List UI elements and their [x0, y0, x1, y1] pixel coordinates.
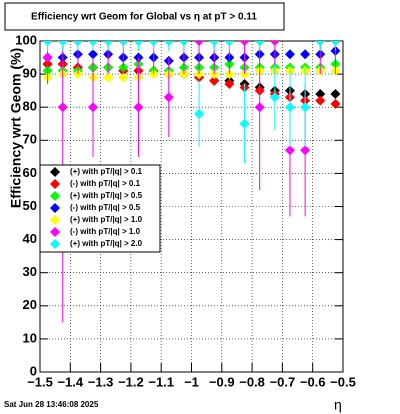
legend-marker [50, 203, 60, 213]
title-box [4, 2, 285, 31]
point [148, 41, 159, 46]
point [209, 41, 220, 46]
x-tick-label: −1.5 [27, 374, 53, 389]
point [88, 49, 99, 60]
point [163, 41, 174, 46]
legend-label: (-) with pT/|q| > 0.1 [70, 179, 141, 188]
legend-marker [50, 215, 60, 225]
timestamp: Sat Jun 28 13:46:08 2025 [4, 400, 99, 409]
point [72, 41, 83, 46]
legend-marker [50, 167, 60, 177]
point [194, 41, 205, 46]
point [118, 41, 129, 46]
point [88, 41, 99, 46]
point [42, 52, 53, 63]
y-tick-label: 80 [23, 99, 37, 114]
point [284, 49, 295, 60]
legend-label: (+) with pT/|q| > 2.0 [70, 239, 143, 248]
x-tick-label: −0.5 [330, 374, 356, 389]
point [254, 102, 265, 113]
point [209, 75, 220, 86]
point [330, 41, 341, 46]
point [330, 88, 341, 99]
legend-marker [50, 179, 60, 189]
point [133, 102, 144, 113]
y-tick-label: 60 [23, 165, 37, 180]
x-tick-label: −1.1 [148, 374, 174, 389]
x-tick-label: −1.4 [57, 374, 83, 389]
point [284, 102, 295, 113]
point [284, 145, 295, 156]
point [224, 41, 235, 46]
point [194, 108, 205, 119]
legend-marker [50, 239, 60, 249]
point [315, 41, 326, 46]
y-tick-label: 40 [23, 231, 37, 246]
x-tick-label: −0.6 [300, 374, 326, 389]
point [239, 118, 250, 129]
x-tick-label: −1 [184, 374, 199, 389]
point [224, 79, 235, 90]
x-tick-label: −0.8 [239, 374, 265, 389]
x-tick-label: −0.9 [209, 374, 235, 389]
y-axis-label: Efficiency wrt Geom (%) [8, 48, 24, 208]
x-tick-label: −1.3 [88, 374, 114, 389]
point [163, 92, 174, 103]
y-tick-label: 0 [30, 363, 37, 378]
point [103, 41, 114, 46]
legend-marker [50, 227, 60, 237]
y-tick-label: 70 [23, 132, 37, 147]
legend-marker [50, 191, 60, 201]
point [330, 98, 341, 109]
point [254, 41, 265, 46]
legend-label: (-) with pT/|q| > 1.0 [70, 227, 141, 236]
chart-title: Efficiency wrt Geom for Global vs η at p… [31, 12, 257, 23]
y-tick-label: 50 [23, 198, 37, 213]
point [57, 41, 68, 46]
legend-label: (+) with pT/|q| > 0.1 [70, 167, 143, 176]
point [178, 41, 189, 46]
legend-label: (-) with pT/|q| > 0.5 [70, 203, 141, 212]
point [239, 41, 250, 46]
x-tick-label: −1.2 [118, 374, 144, 389]
y-tick-label: 30 [23, 264, 37, 279]
point [57, 102, 68, 113]
point [315, 88, 326, 99]
legend-label: (+) with pT/|q| > 0.5 [70, 191, 143, 200]
y-tick-label: 10 [23, 330, 37, 345]
point [118, 72, 129, 83]
x-tick-label: −0.7 [270, 374, 296, 389]
point [315, 95, 326, 106]
point [300, 49, 311, 60]
point [42, 41, 53, 46]
x-axis-label: η [334, 397, 342, 413]
point [300, 102, 311, 113]
y-tick-label: 90 [23, 66, 37, 81]
y-tick-label: 100 [15, 32, 37, 47]
point [269, 41, 280, 46]
point [103, 72, 114, 83]
point [133, 41, 144, 46]
legend-label: (+) with pT/|q| > 1.0 [70, 215, 143, 224]
y-tick-label: 20 [23, 297, 37, 312]
point [269, 92, 280, 103]
point [300, 145, 311, 156]
point [88, 102, 99, 113]
legend-box [39, 164, 161, 253]
